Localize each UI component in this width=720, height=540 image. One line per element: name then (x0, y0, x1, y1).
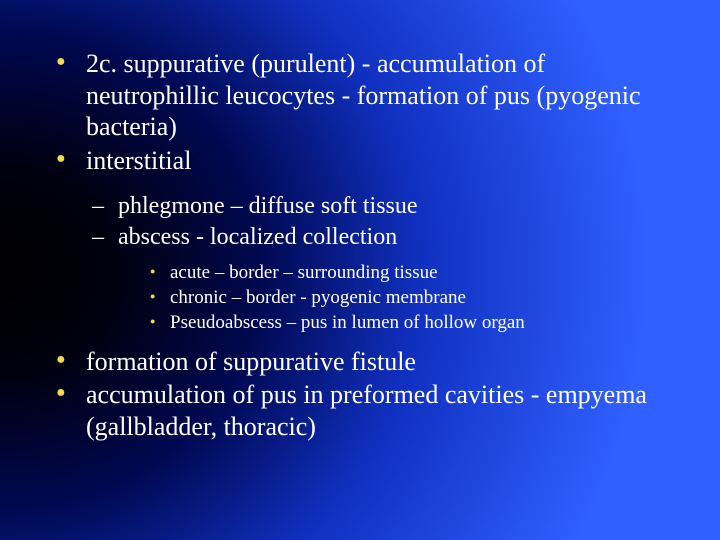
bullet-text: formation of suppurative fistule (86, 347, 416, 376)
list-item: 2c. suppurative (purulent) - accumulatio… (56, 48, 664, 143)
list-item: accumulation of pus in preformed cavitie… (56, 379, 664, 442)
bullet-list-level1-a: 2c. suppurative (purulent) - accumulatio… (56, 48, 664, 336)
bullet-text: phlegmone – diffuse soft tissue (118, 193, 418, 219)
slide-container: 2c. suppurative (purulent) - accumulatio… (0, 0, 720, 540)
list-item: abscess - localized collection acute – b… (92, 222, 664, 336)
list-item: acute – border – surrounding tissue (150, 260, 664, 285)
list-item: chronic – border - pyogenic membrane (150, 285, 664, 310)
list-item: phlegmone – diffuse soft tissue (92, 191, 664, 222)
bullet-text: accumulation of pus in preformed cavitie… (86, 380, 647, 441)
bullet-text: interstitial (86, 146, 191, 175)
bullet-text: 2c. suppurative (purulent) - accumulatio… (86, 49, 641, 141)
bullet-list-level1-b: formation of suppurative fistule accumul… (56, 346, 664, 443)
bullet-text: chronic – border - pyogenic membrane (170, 287, 466, 308)
list-item: formation of suppurative fistule (56, 346, 664, 378)
bullet-list-level3: acute – border – surrounding tissue chro… (150, 260, 664, 335)
bullet-list-level2: phlegmone – diffuse soft tissue abscess … (92, 191, 664, 336)
bullet-text: abscess - localized collection (118, 224, 397, 250)
bullet-text: acute – border – surrounding tissue (170, 262, 438, 283)
list-item: interstitial phlegmone – diffuse soft ti… (56, 145, 664, 335)
list-item: Pseudoabscess – pus in lumen of hollow o… (150, 310, 664, 335)
bullet-text: Pseudoabscess – pus in lumen of hollow o… (170, 312, 525, 333)
